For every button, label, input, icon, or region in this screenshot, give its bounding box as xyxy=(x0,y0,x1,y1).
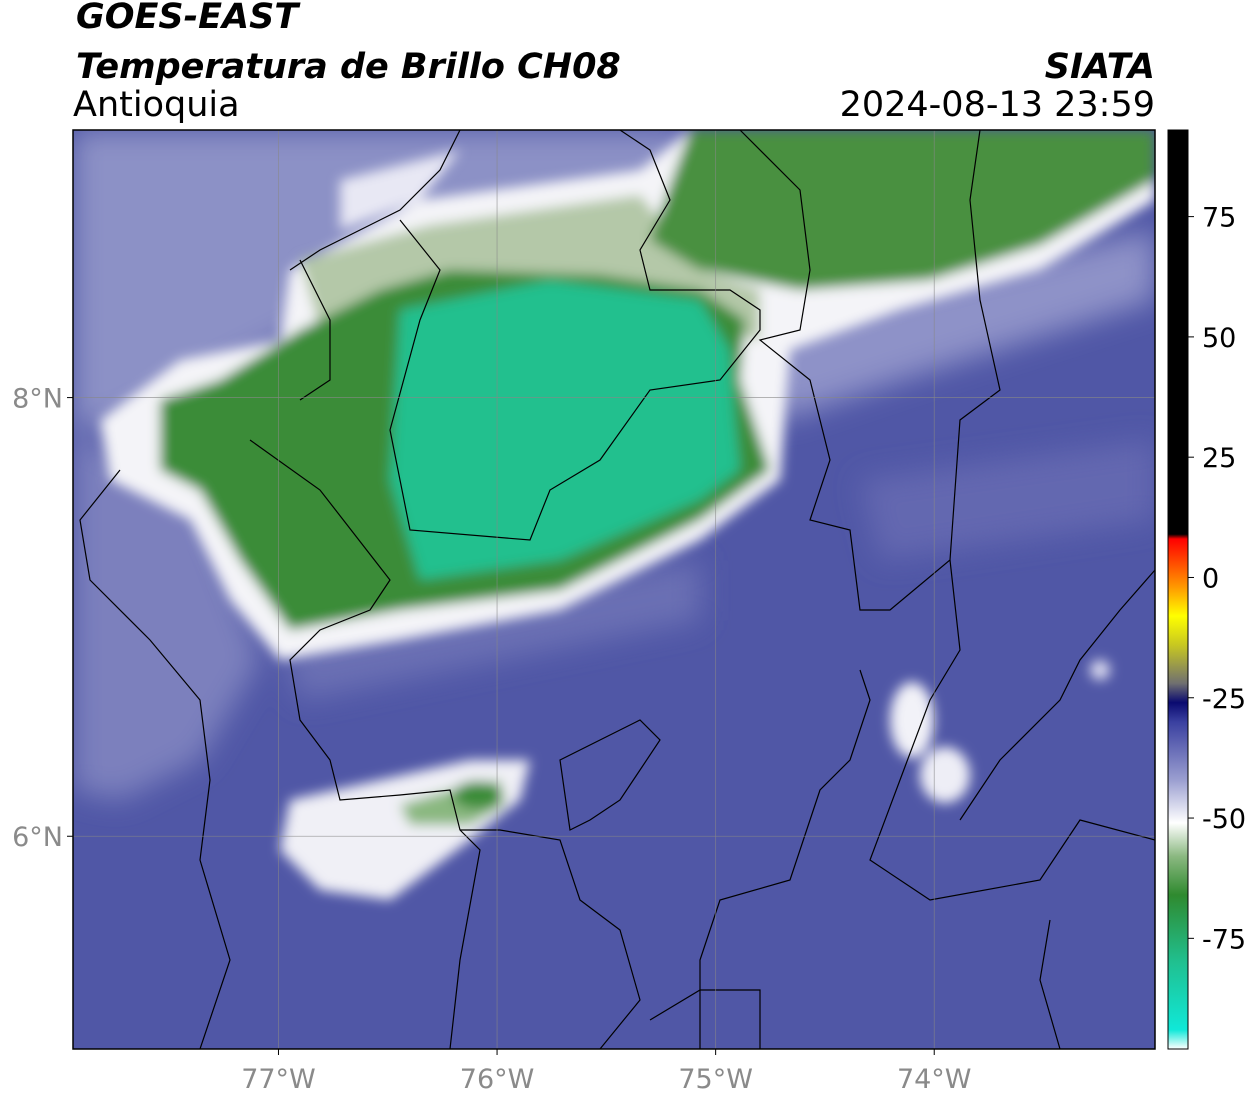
colorbar-tick-label: 0 xyxy=(1202,563,1219,594)
y-tick-label: 8°N xyxy=(12,384,63,415)
colorbar-gradient xyxy=(1167,129,1189,1050)
colorbar-tick-label: 75 xyxy=(1202,203,1236,234)
region: Antioquia xyxy=(73,85,240,125)
x-tick-label: 74°W xyxy=(897,1064,972,1095)
grid xyxy=(73,130,1155,1049)
colorbar-tick-label: -75 xyxy=(1202,924,1246,955)
source: SIATA xyxy=(1045,47,1155,87)
borders xyxy=(79,130,1155,1049)
datetime: 2024-08-13 23:59 xyxy=(840,85,1155,125)
colorbar-tick-label: 50 xyxy=(1202,323,1236,354)
y-tick-label: 6°N xyxy=(12,822,63,853)
title: GOES-EAST xyxy=(76,0,301,37)
satellite-image xyxy=(73,130,1155,1049)
subtitle: Temperatura de Brillo CH08 xyxy=(76,47,621,87)
x-tick-label: 77°W xyxy=(241,1064,316,1095)
colorbar: -75 -50 -25 0 25 50 75 xyxy=(1167,129,1246,1050)
x-tick-label: 76°W xyxy=(460,1064,535,1095)
x-tick-label: 75°W xyxy=(678,1064,753,1095)
colorbar-tick-label: 25 xyxy=(1202,443,1236,474)
colorbar-tick-label: -50 xyxy=(1202,804,1246,835)
colorbar-tick-label: -25 xyxy=(1202,684,1246,715)
map-frame xyxy=(72,129,1156,1050)
